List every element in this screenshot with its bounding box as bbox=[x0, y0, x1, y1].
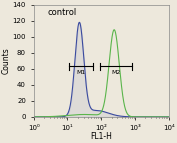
Text: M1: M1 bbox=[76, 70, 86, 75]
Text: control: control bbox=[47, 8, 76, 17]
Text: M2: M2 bbox=[111, 70, 120, 75]
X-axis label: FL1-H: FL1-H bbox=[90, 132, 112, 141]
Y-axis label: Counts: Counts bbox=[2, 47, 11, 74]
